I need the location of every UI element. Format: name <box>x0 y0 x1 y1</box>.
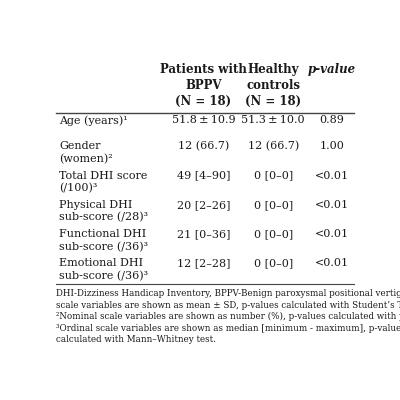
Text: DHI-Dizziness Handicap Inventory, BPPV-Benign paroxysmal positional vertigo; ¹Ra: DHI-Dizziness Handicap Inventory, BPPV-B… <box>56 289 400 344</box>
Text: <0.01: <0.01 <box>315 258 349 268</box>
Text: 0 [0–0]: 0 [0–0] <box>254 258 293 268</box>
Text: 12 [2–28]: 12 [2–28] <box>177 258 230 268</box>
Text: 21 [0–36]: 21 [0–36] <box>177 229 230 239</box>
Text: 51.8 ± 10.9: 51.8 ± 10.9 <box>172 115 235 125</box>
Text: Patients with
BPPV
(N = 18): Patients with BPPV (N = 18) <box>160 64 247 108</box>
Text: 1.00: 1.00 <box>320 141 344 151</box>
Text: 0 [0–0]: 0 [0–0] <box>254 200 293 210</box>
Text: Age (years)¹: Age (years)¹ <box>59 115 128 126</box>
Text: Healthy
controls
(N = 18): Healthy controls (N = 18) <box>245 64 301 108</box>
Text: 12 (66.7): 12 (66.7) <box>178 141 229 152</box>
Text: 0 [0–0]: 0 [0–0] <box>254 229 293 239</box>
Text: <0.01: <0.01 <box>315 200 349 210</box>
Text: Gender
(women)²: Gender (women)² <box>59 141 113 164</box>
Text: 51.3 ± 10.0: 51.3 ± 10.0 <box>241 115 305 125</box>
Text: 0 [0–0]: 0 [0–0] <box>254 170 293 180</box>
Text: <0.01: <0.01 <box>315 170 349 180</box>
Text: p-value: p-value <box>308 64 356 76</box>
Text: 20 [2–26]: 20 [2–26] <box>177 200 230 210</box>
Text: 0.89: 0.89 <box>320 115 344 125</box>
Text: 49 [4–90]: 49 [4–90] <box>177 170 230 180</box>
Text: <0.01: <0.01 <box>315 229 349 239</box>
Text: Total DHI score
(/100)³: Total DHI score (/100)³ <box>59 170 148 193</box>
Text: Emotional DHI
sub-score (/36)³: Emotional DHI sub-score (/36)³ <box>59 258 148 281</box>
Text: Functional DHI
sub-score (/36)³: Functional DHI sub-score (/36)³ <box>59 229 148 252</box>
Text: 12 (66.7): 12 (66.7) <box>248 141 299 152</box>
Text: Physical DHI
sub-score (/28)³: Physical DHI sub-score (/28)³ <box>59 200 148 223</box>
